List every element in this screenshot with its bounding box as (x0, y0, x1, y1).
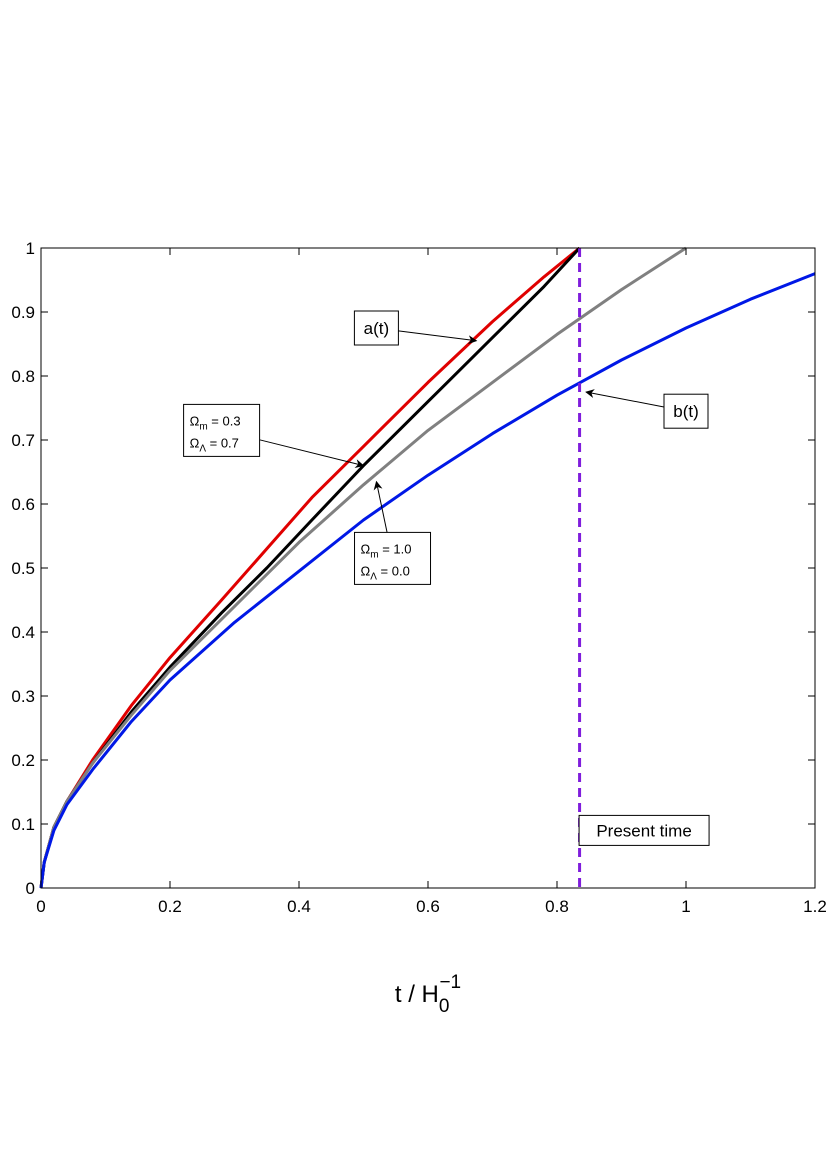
annotation-arrow-eds (373, 480, 388, 533)
y-tick-label: 0.8 (11, 367, 35, 386)
x-tick-label: 0.6 (416, 897, 440, 916)
y-tick-label: 0.9 (11, 303, 35, 322)
y-tick-label: 0.1 (11, 815, 35, 834)
x-tick-label: 1.2 (803, 897, 827, 916)
x-axis-label-subscript: 0 (439, 996, 450, 1017)
series-line-4 (39, 272, 816, 889)
y-tick-label: 0.6 (11, 495, 35, 514)
x-tick-label: 0.8 (545, 897, 569, 916)
annotation-label-b: b(t) (673, 402, 699, 421)
annotation-omega-line-2: ΩΛ = 0.7 (190, 435, 239, 454)
annotation-a: a(t) (353, 310, 478, 346)
x-axis-label: t / H0 −1 (395, 972, 461, 1017)
x-tick-label: 0.2 (158, 897, 182, 916)
annotation-box-eds (354, 531, 432, 585)
annotation-box-lcdm (183, 403, 261, 457)
x-tick-label: 1 (681, 897, 690, 916)
annotation-layer: a(t) Ωm = 0.3 ΩΛ = 0.7 Ωm = 1.0 ΩΛ = 0.0 b(t)… (183, 310, 710, 846)
annotation-box-b (663, 393, 709, 429)
y-tick-label: 0.2 (11, 751, 35, 770)
y-tick-label: 0 (26, 879, 35, 898)
annotation-eds: Ωm = 1.0 ΩΛ = 0.0 (354, 480, 432, 585)
y-tick-label: 0.5 (11, 559, 35, 578)
annotation-omega-line-1: Ωm = 1.0 (361, 541, 412, 560)
x-tick-label: 0 (36, 897, 45, 916)
annotation-arrow-a (398, 330, 478, 345)
annotation-omega-line-2: ΩΛ = 0.0 (361, 563, 410, 582)
annotation-b: b(t) (585, 389, 709, 429)
y-tick-label: 0.3 (11, 687, 35, 706)
annotation-lcdm: Ωm = 0.3 ΩΛ = 0.7 (183, 403, 365, 469)
annotation-present: Present time (578, 814, 710, 846)
x-tick-label: 0.4 (287, 897, 311, 916)
annotation-label-present: Present time (596, 821, 691, 840)
annotation-label-a: a(t) (364, 319, 390, 338)
y-tick-label: 0.7 (11, 431, 35, 450)
annotation-box-present (578, 814, 710, 846)
annotation-omega-line-1: Ωm = 0.3 (190, 413, 241, 432)
x-axis-label-superscript: −1 (439, 972, 461, 993)
annotation-box-a (353, 310, 399, 346)
x-axis-label-main: t / H (395, 981, 439, 1008)
ticks-layer: 0 0.2 0.4 0.6 0.8 1 1.2 0 0.1 0.2 0.3 0.4 0.5 0.6 0.7 0… (11, 239, 826, 916)
annotation-arrow-b (585, 389, 665, 408)
annotation-arrow-lcdm (259, 439, 365, 469)
y-tick-label: 0.4 (11, 623, 35, 642)
y-tick-label: 1 (26, 239, 35, 258)
